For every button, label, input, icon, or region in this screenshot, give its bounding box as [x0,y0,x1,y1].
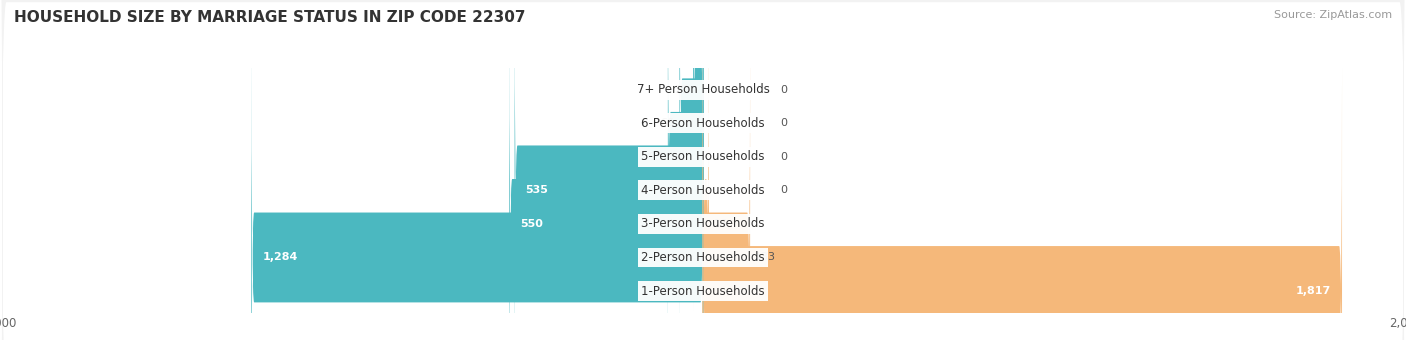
FancyBboxPatch shape [703,34,751,340]
Text: 0: 0 [780,152,787,162]
Text: 3-Person Households: 3-Person Households [641,218,765,231]
Text: 2-Person Households: 2-Person Households [641,251,765,264]
FancyBboxPatch shape [509,1,703,340]
FancyBboxPatch shape [515,0,703,340]
Text: 133: 133 [755,253,776,262]
Text: 550: 550 [520,219,543,229]
FancyBboxPatch shape [703,1,709,340]
Text: 535: 535 [526,185,548,195]
FancyBboxPatch shape [693,0,703,313]
Text: 7+ Person Households: 7+ Person Households [637,83,769,96]
Text: 16: 16 [714,219,728,229]
Text: Source: ZipAtlas.com: Source: ZipAtlas.com [1274,10,1392,20]
FancyBboxPatch shape [252,34,703,340]
Text: 1,284: 1,284 [262,253,298,262]
Text: 0: 0 [780,118,787,128]
Text: HOUSEHOLD SIZE BY MARRIAGE STATUS IN ZIP CODE 22307: HOUSEHOLD SIZE BY MARRIAGE STATUS IN ZIP… [14,10,526,25]
Text: 1,817: 1,817 [1296,286,1331,296]
Text: 66: 66 [661,118,675,128]
Text: 6-Person Households: 6-Person Households [641,117,765,130]
Text: 27: 27 [673,85,689,95]
FancyBboxPatch shape [668,0,703,340]
Legend: Family, Nonfamily: Family, Nonfamily [623,338,783,340]
FancyBboxPatch shape [679,0,703,340]
Text: 0: 0 [780,185,787,195]
Text: 0: 0 [780,85,787,95]
Text: 99: 99 [648,152,664,162]
Text: 5-Person Households: 5-Person Households [641,150,765,163]
Text: 4-Person Households: 4-Person Households [641,184,765,197]
Text: 1-Person Households: 1-Person Households [641,285,765,298]
FancyBboxPatch shape [703,68,1343,340]
